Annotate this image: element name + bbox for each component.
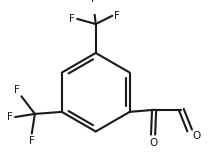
Text: F: F bbox=[14, 85, 19, 95]
Text: O: O bbox=[192, 132, 200, 141]
Text: F: F bbox=[91, 0, 97, 4]
Text: F: F bbox=[7, 112, 13, 122]
Text: F: F bbox=[69, 14, 75, 24]
Text: F: F bbox=[29, 136, 35, 146]
Text: F: F bbox=[114, 11, 120, 21]
Text: O: O bbox=[149, 138, 158, 148]
